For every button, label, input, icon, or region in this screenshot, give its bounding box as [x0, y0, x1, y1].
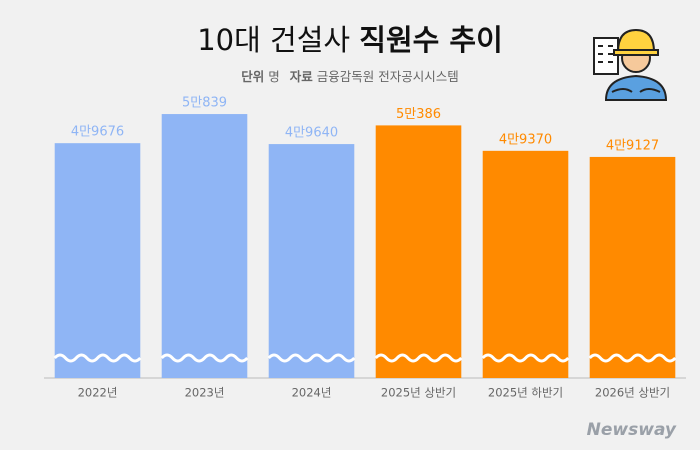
axis-break: [588, 353, 677, 363]
value-label: 4만9676: [71, 125, 124, 140]
unit-label: 단위: [241, 69, 264, 84]
x-tick-label: 2024년: [292, 386, 332, 400]
value-label: 4만9127: [606, 138, 659, 153]
value-label: 5만386: [396, 107, 441, 122]
bar: [375, 125, 462, 378]
unit: 명: [268, 69, 280, 84]
source-label: 자료: [290, 69, 314, 84]
x-tick-label: 2023년: [185, 386, 225, 400]
bar: [161, 114, 248, 379]
axis-break: [374, 353, 463, 363]
worker-icon: [593, 28, 668, 101]
value-label: 4만9640: [285, 126, 338, 141]
bar: [54, 143, 141, 378]
value-label: 5만839: [182, 96, 227, 111]
subtitle: 단위 명 자료 금융감독원 전자공시시스템: [241, 69, 458, 84]
x-tick-label: 2025년 하반기: [488, 386, 563, 400]
source: 금융감독원 전자공시시스템: [317, 69, 459, 84]
x-tick-label: 2022년: [78, 386, 118, 400]
value-label: 4만9370: [499, 132, 552, 147]
axis-break: [267, 353, 356, 363]
bar: [589, 156, 676, 378]
title-emphasis: 직원수 추이: [359, 23, 503, 57]
axis-break: [160, 353, 249, 363]
title-part: 10대 건설사: [197, 23, 350, 57]
x-tick-label: 2026년 상반기: [595, 386, 670, 400]
bar: [482, 150, 569, 378]
axis-break: [481, 353, 570, 363]
x-tick-label: 2025년 상반기: [381, 386, 456, 400]
brand: Newsway: [587, 420, 677, 440]
chart-title: 10대 건설사 직원수 추이: [197, 23, 503, 57]
bar: [268, 144, 355, 378]
axis-break: [53, 353, 142, 363]
